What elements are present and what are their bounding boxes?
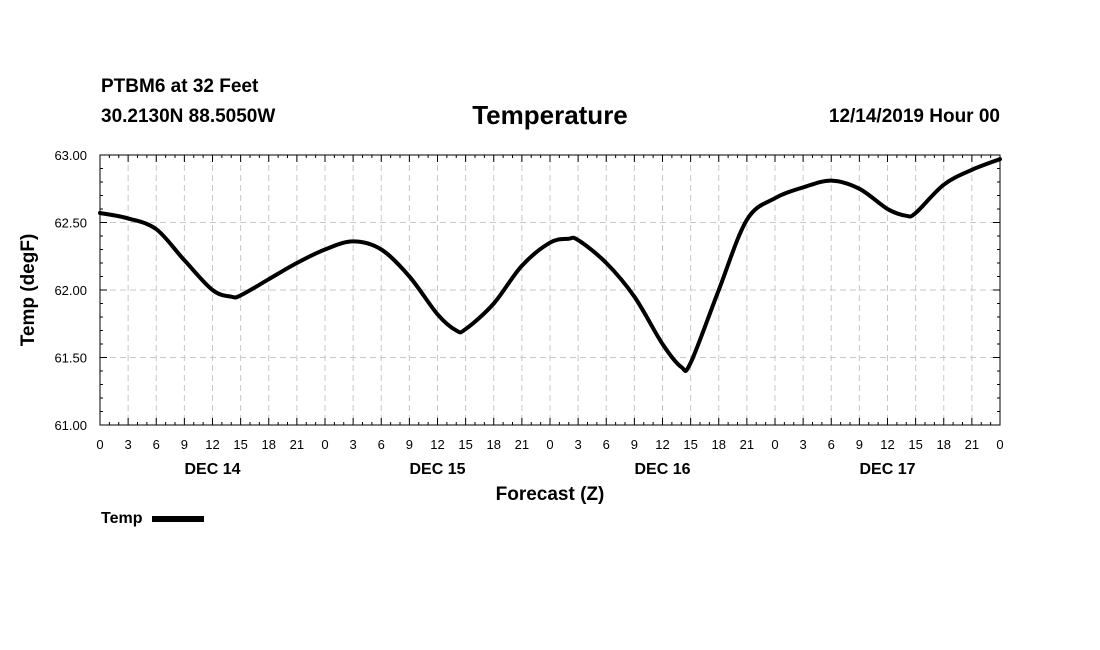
x-tick-label: 12 [205,437,219,452]
x-tick-label: 18 [712,437,726,452]
y-tick-label: 63.00 [54,148,87,163]
chart-title: Temperature [0,100,1100,131]
x-tick-label: 3 [350,437,357,452]
x-tick-label: 6 [828,437,835,452]
x-tick-label: 15 [683,437,697,452]
x-tick-label: 0 [96,437,103,452]
x-tick-label: 9 [631,437,638,452]
x-tick-label: 9 [181,437,188,452]
x-tick-label: 0 [771,437,778,452]
y-tick-label: 62.00 [54,283,87,298]
x-tick-label: 0 [321,437,328,452]
chart-title-text: Temperature [472,100,628,130]
x-tick-label: 21 [290,437,304,452]
x-tick-label: 18 [487,437,501,452]
x-tick-label: 3 [575,437,582,452]
y-tick-label: 61.50 [54,351,87,366]
x-tick-label: 21 [965,437,979,452]
x-tick-label: 3 [125,437,132,452]
y-axis-label: Temp (degF) [18,234,39,347]
x-tick-label: 3 [800,437,807,452]
legend-label: Temp [101,510,143,527]
plot-frame [99,154,1001,426]
x-tick-label: 21 [740,437,754,452]
y-tick-label: 61.00 [54,418,87,433]
x-tick-label: 12 [430,437,444,452]
x-tick-label: 12 [655,437,669,452]
x-tick-label: 6 [153,437,160,452]
station-label: PTBM6 at 32 Feet [101,76,259,97]
x-tick-label: 21 [515,437,529,452]
x-tick-label: 0 [546,437,553,452]
day-label: DEC 15 [409,461,465,478]
x-tick-label: 18 [262,437,276,452]
series-line-temp [98,157,1002,373]
x-tick-label: 15 [233,437,247,452]
x-tick-label: 9 [406,437,413,452]
x-tick-label: 12 [880,437,894,452]
day-label: DEC 16 [634,461,690,478]
day-label: DEC 17 [859,461,915,478]
day-label: DEC 14 [184,461,240,478]
x-axis-label: Forecast (Z) [496,484,605,505]
x-tick-label: 0 [996,437,1003,452]
x-tick-label: 9 [856,437,863,452]
x-tick-label: 15 [458,437,472,452]
legend-line-swatch [152,516,205,522]
forecast-datetime: 12/14/2019 Hour 00 [828,106,1000,127]
coordinates-label: 30.2130N 88.5050W [101,106,276,127]
x-tick-label: 15 [908,437,922,452]
x-tick-label: 6 [603,437,610,452]
x-tick-label: 18 [937,437,951,452]
x-tick-label: 6 [378,437,385,452]
legend: Temp [101,510,205,528]
y-tick-label: 62.50 [54,216,87,231]
